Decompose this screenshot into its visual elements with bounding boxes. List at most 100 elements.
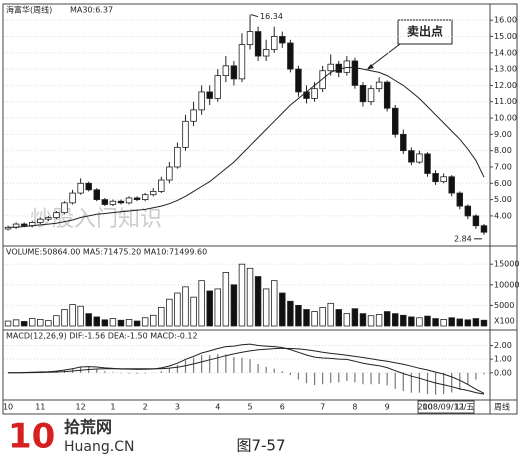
candle-body: [343, 60, 351, 73]
outer-frame: [2, 3, 518, 415]
volume-bar: [254, 276, 262, 327]
dif-line: [8, 343, 485, 395]
candle-body: [480, 225, 488, 233]
y-tick-label: 15.00: [494, 32, 517, 41]
volume-label: VOLUME:50864.00 MA5:71475.20 MA10:71499.…: [6, 248, 207, 257]
volume-bar: [77, 305, 84, 327]
volume-bar: [190, 296, 197, 327]
candle-body: [287, 42, 294, 70]
volume-bar: [93, 316, 100, 327]
candle-body: [85, 182, 92, 191]
volume-bar: [246, 267, 254, 327]
volume-unit: X100: [494, 317, 515, 326]
chart-title: 海富华(周线): [6, 5, 52, 15]
volume-bar: [4, 320, 12, 327]
volume-bar: [408, 316, 415, 327]
volume-bar: [29, 318, 36, 327]
candle-body: [198, 91, 205, 111]
volume-bar: [464, 319, 472, 327]
candle-body: [392, 107, 399, 135]
volume-bar: [359, 313, 367, 327]
candle-body: [69, 192, 76, 204]
x-tick-label: 8: [352, 403, 357, 412]
candle-body: [141, 194, 149, 200]
y-tick-label: 0.00: [494, 368, 512, 377]
y-tick-label: 6.00: [494, 179, 512, 188]
volume-bar: [295, 304, 302, 327]
candle-body: [424, 153, 431, 174]
candle-body: [416, 153, 423, 163]
volume-bar: [343, 313, 351, 327]
annotation-box: [397, 19, 453, 45]
candle-body: [190, 109, 197, 122]
volume-bar: [440, 319, 447, 327]
volume-bar: [335, 309, 342, 327]
candle-body: [222, 65, 230, 77]
candle-body: [214, 75, 221, 99]
volume-bar: [230, 284, 238, 327]
candle-body: [271, 36, 278, 50]
x-tick-label: 10: [3, 403, 13, 412]
candle-body: [101, 199, 109, 205]
arrow-head: [366, 64, 374, 70]
volume-bar: [319, 307, 326, 327]
volume-bar: [125, 319, 133, 327]
volume-bar: [85, 313, 92, 327]
volume-bar: [271, 280, 278, 327]
x-tick-label: 11: [455, 403, 465, 412]
y-tick-label: 9.00: [494, 130, 512, 139]
volume-bar: [311, 311, 318, 327]
candle-body: [327, 63, 334, 72]
volume-bar: [416, 317, 423, 327]
volume-bar: [432, 318, 439, 327]
y-tick-label: 10000: [494, 280, 519, 289]
volume-bar: [424, 315, 431, 327]
candle-body: [375, 81, 383, 90]
x-tick-label: 2: [143, 403, 148, 412]
x-tick-label: 6: [280, 403, 285, 412]
volume-bar: [238, 263, 246, 327]
candle-body: [206, 91, 213, 99]
candle-body: [117, 200, 125, 204]
logo-url: Huang.CN: [64, 439, 134, 455]
candle-body: [174, 146, 181, 168]
y-tick-label: 10.00: [494, 114, 517, 123]
candle-body: [400, 133, 407, 152]
volume-bar: [383, 311, 391, 327]
candle-body: [408, 150, 415, 163]
candle-body: [383, 81, 391, 109]
volume-bar: [61, 309, 68, 327]
candle-body: [77, 182, 84, 194]
candle-body: [262, 49, 270, 57]
candle-body: [319, 70, 326, 90]
volume-bar: [117, 319, 125, 327]
watermark: 炒股入门知识: [30, 207, 162, 232]
candle-body: [125, 197, 133, 204]
ma30-line: [8, 67, 485, 228]
candle-body: [359, 85, 367, 103]
logo-name: 拾荒网: [64, 418, 112, 437]
volume-bar: [448, 317, 455, 327]
candle-body: [472, 215, 480, 227]
candle-body: [456, 192, 463, 207]
candle-body: [53, 212, 60, 218]
y-tick-label: 5.00: [494, 195, 512, 204]
candle-body: [351, 60, 359, 86]
y-tick-label: 2.00: [494, 341, 512, 350]
y-tick-label: 12.00: [494, 81, 517, 90]
candle-body: [109, 200, 117, 205]
volume-bar: [45, 320, 52, 327]
volume-bar: [480, 319, 488, 327]
cursor-date: 2008/09/12/五: [418, 403, 475, 412]
candle-body: [158, 179, 165, 192]
x-tick-label: 5: [247, 403, 252, 412]
y-tick-label: 14.00: [494, 48, 517, 57]
volume-bar: [101, 319, 109, 327]
volume-bar: [279, 292, 286, 327]
volume-bar: [456, 318, 463, 327]
candle-body: [295, 68, 302, 93]
volume-bar: [198, 280, 205, 327]
volume-bar: [303, 309, 310, 327]
candle-body: [230, 65, 238, 80]
